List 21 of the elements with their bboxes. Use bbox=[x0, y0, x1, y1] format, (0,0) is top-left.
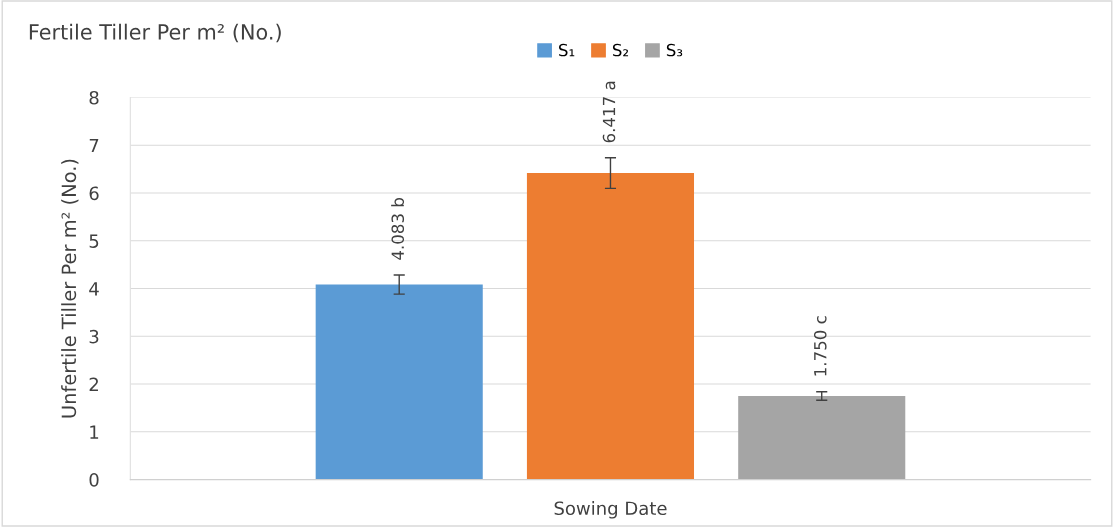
y-tick-label: 5 bbox=[89, 234, 99, 248]
y-tick-label: 1 bbox=[90, 425, 99, 439]
x-axis-title: Sowing Date bbox=[554, 501, 667, 519]
y-tick-label: 2 bbox=[89, 377, 98, 391]
y-tick-label: 0 bbox=[89, 473, 99, 487]
data-label: 1.750 c bbox=[813, 316, 827, 376]
y-tick-label: 6 bbox=[89, 186, 99, 201]
y-axis-title: Unfertile Tiller Per m² (No.) bbox=[61, 159, 79, 418]
data-label: 6.417 a bbox=[602, 81, 616, 143]
legend-label: S₃ bbox=[666, 43, 683, 57]
y-tick-label: 7 bbox=[89, 138, 99, 153]
y-tick-label: 3 bbox=[89, 329, 99, 344]
y-tick-label: 8 bbox=[89, 90, 99, 105]
data-label: 4.083 b bbox=[391, 198, 405, 260]
legend-label: S₁ bbox=[559, 43, 575, 57]
chart-title: Fertile Tiller Per m² (No.) bbox=[29, 23, 281, 43]
y-tick-label: 4 bbox=[89, 282, 99, 296]
bar bbox=[315, 284, 483, 480]
bar bbox=[738, 395, 906, 480]
legend-label: S₂ bbox=[612, 43, 629, 57]
bar bbox=[526, 173, 695, 480]
